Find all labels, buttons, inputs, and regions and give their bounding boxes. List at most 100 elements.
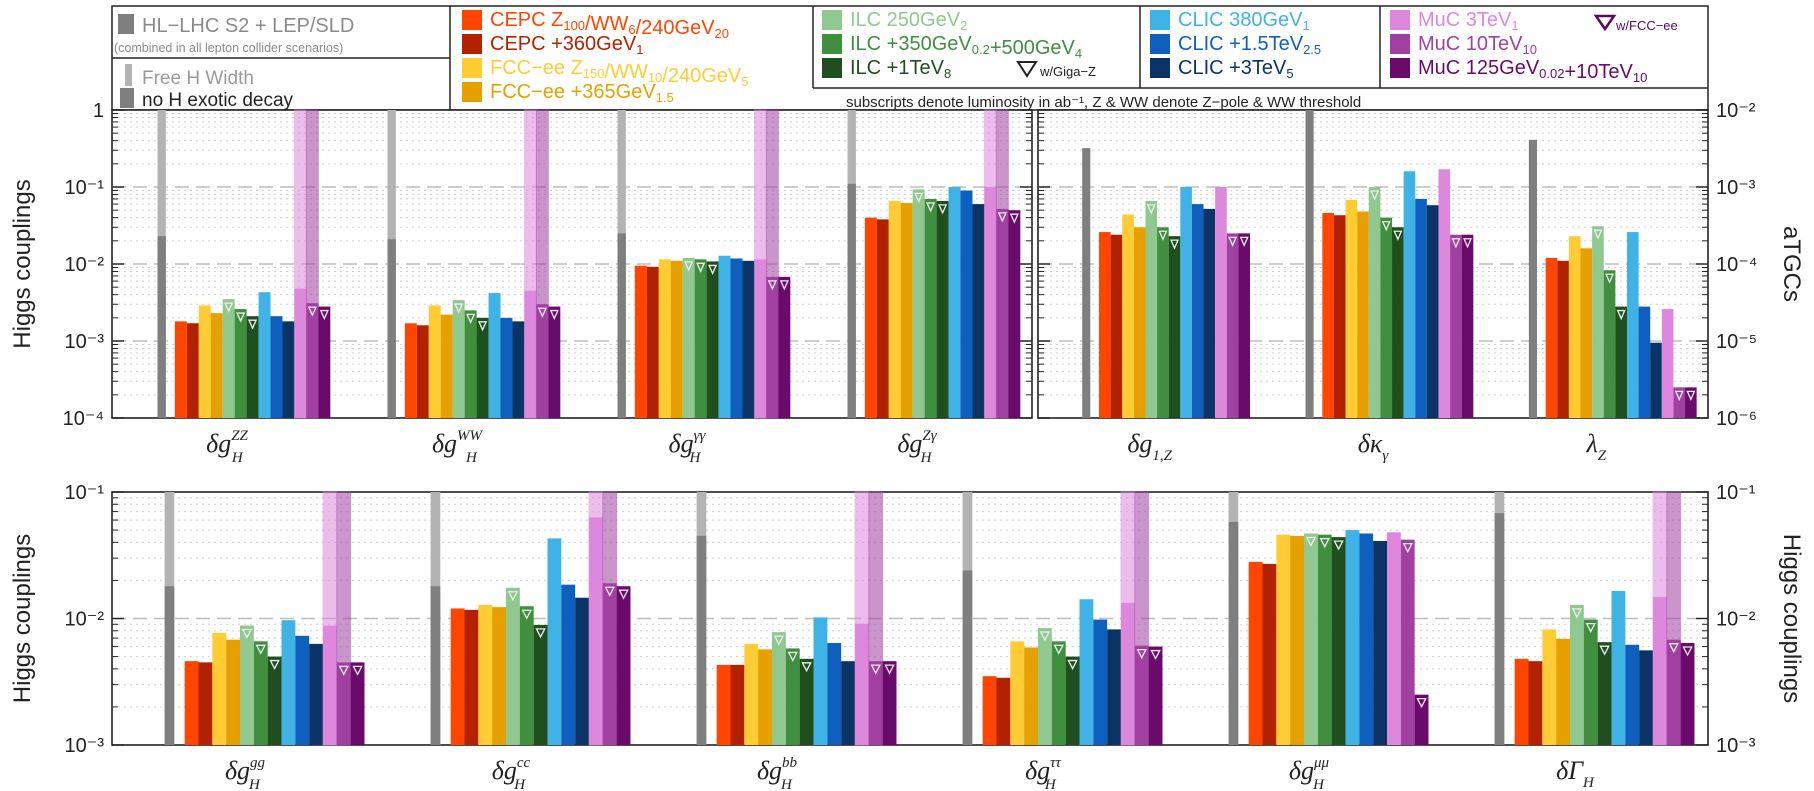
bar-4 — [912, 189, 925, 418]
giga-z-marker-icon — [1016, 61, 1038, 78]
legend-swatch — [822, 34, 842, 54]
y-tick-label: 10⁻³ — [1716, 735, 1756, 757]
bar-12 — [616, 586, 631, 745]
bar-10 — [1661, 309, 1674, 418]
marker-triangle-icon — [537, 307, 547, 318]
bar-3 — [1580, 248, 1593, 418]
bar-hl-no-exotic — [157, 236, 166, 418]
bar-12 — [1685, 387, 1697, 418]
marker-triangle-icon — [1158, 230, 1168, 241]
bar-7 — [1626, 232, 1639, 418]
bar-4 — [1037, 628, 1052, 745]
bar-2 — [744, 643, 759, 745]
marker-triangle-icon — [926, 202, 936, 213]
bar-7 — [1345, 530, 1360, 745]
bar-8 — [1093, 619, 1108, 745]
marker-triangle-icon — [1571, 608, 1583, 619]
marker-triangle-icon — [997, 212, 1007, 223]
marker-triangle-icon — [779, 280, 789, 291]
bar-6 — [706, 261, 719, 418]
y-axis-title-right: Higgs couplings — [1778, 534, 1805, 703]
y-tick-label: 10⁻² — [1716, 100, 1756, 122]
bar-5 — [1603, 270, 1616, 418]
legend-swatch — [462, 34, 482, 54]
category-label: δgττ H — [1025, 755, 1061, 791]
bar-11 — [1673, 387, 1686, 418]
bar-3 — [670, 260, 683, 418]
bar-9 — [309, 643, 323, 745]
legend-swatch — [462, 10, 482, 30]
marker-triangle-icon — [1585, 622, 1596, 634]
bar-9 — [1107, 629, 1121, 745]
legend-fccee-label: w/FCC−ee — [1615, 18, 1678, 33]
bar-5 — [694, 259, 707, 418]
marker-triangle-icon — [937, 204, 948, 215]
category-label: δgγγ H — [669, 428, 707, 466]
bar-5 — [464, 310, 477, 418]
bar-12 — [1008, 210, 1021, 418]
bar-4 — [1145, 200, 1158, 418]
bar-1 — [1110, 234, 1123, 418]
category-label: δg1,Z — [1127, 429, 1172, 464]
legend-entry-label: FCC−ee +365GeV1.5 — [490, 81, 674, 105]
bar-6 — [246, 316, 259, 418]
y-tick-label: 10⁻² — [65, 254, 105, 276]
bar-3 — [210, 313, 223, 418]
marker-triangle-icon — [767, 280, 777, 291]
marker-triangle-icon — [1228, 236, 1238, 247]
bar-9 — [841, 661, 855, 745]
bar-hl — [1305, 110, 1314, 418]
y-axis-title: Higgs couplings — [9, 179, 36, 348]
panel-top-right: 10⁻² 10⁻³ 10⁻⁴ 10⁻⁵ 10⁻⁶ δg1,Z δκγ λZ aTGCs — [1037, 100, 1805, 464]
marker-triangle-icon — [241, 628, 253, 639]
legend-entry-label: MuC 125GeV0.02+10TeV10 — [1418, 57, 1647, 85]
bar-4 — [452, 300, 465, 418]
marker-triangle-icon — [1146, 204, 1156, 215]
bar-6 — [1597, 642, 1612, 745]
bar-7 — [718, 255, 731, 418]
marker-triangle-icon — [1686, 390, 1696, 401]
bar-12 — [1414, 694, 1429, 745]
bar-3 — [758, 649, 772, 745]
bar-6 — [476, 317, 489, 418]
bar-3 — [226, 639, 240, 745]
bar-2 — [1010, 641, 1025, 745]
legend-swatch — [1390, 34, 1410, 54]
bar-2 — [198, 305, 211, 418]
y-tick-label: 10⁻⁴ — [1716, 254, 1757, 276]
bar-9 — [1650, 342, 1662, 418]
bar-11 — [306, 303, 319, 418]
y-tick-label: 10⁻¹ — [65, 177, 105, 199]
bar-5 — [1051, 641, 1066, 745]
bar-3 — [1024, 647, 1038, 745]
bar-0 — [1248, 561, 1263, 745]
bar-10 — [1120, 602, 1135, 745]
marker-triangle-icon — [1416, 698, 1427, 709]
bar-9 — [1373, 540, 1387, 745]
legend-entry-label: CEPC +360GeV1 — [490, 33, 643, 57]
bar-7 — [813, 617, 828, 745]
bar-11 — [602, 583, 617, 745]
legend-swatch — [462, 58, 482, 78]
y-tick-label: 10⁻³ — [65, 331, 105, 353]
category-label: δgWW H — [432, 428, 484, 466]
marker-triangle-icon — [1616, 309, 1626, 321]
marker-triangle-icon — [1053, 644, 1064, 655]
bar-6 — [799, 658, 814, 745]
bar-12 — [318, 306, 331, 418]
bar-2 — [888, 200, 901, 418]
bar-4 — [1303, 533, 1318, 745]
bar-3 — [440, 314, 453, 418]
legend-hl-note: (combined in all lepton collider scenari… — [114, 41, 343, 55]
bar-0 — [1322, 212, 1334, 418]
bar-1 — [1528, 661, 1543, 745]
marker-triangle-icon — [247, 319, 258, 330]
bar-hl-no-exotic — [696, 535, 707, 745]
marker-triangle-icon — [535, 628, 546, 639]
legend-entry-label: FCC−ee Z150/WW10/240GeV5 — [490, 57, 748, 89]
bar-12 — [1680, 643, 1695, 745]
bar-7 — [258, 292, 271, 418]
bar-hl-no-exotic — [962, 570, 973, 745]
bar-10 — [322, 625, 337, 745]
